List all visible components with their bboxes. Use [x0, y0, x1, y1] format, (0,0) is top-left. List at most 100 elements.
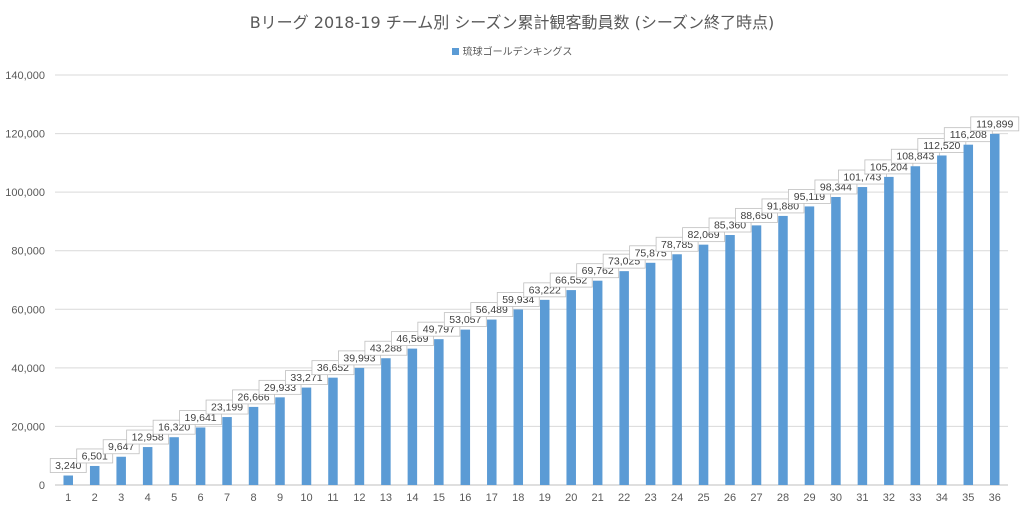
bar [89, 465, 100, 485]
y-tick-label: 100,000 [5, 187, 45, 199]
data-label: 33,271 [290, 372, 322, 384]
bar [963, 144, 974, 485]
bar [407, 348, 418, 485]
y-tick-label: 140,000 [5, 70, 45, 82]
bar [434, 339, 444, 485]
bar [248, 406, 259, 485]
legend: 琉球ゴールデンキングス [0, 43, 1024, 58]
x-tick-label: 10 [300, 492, 312, 504]
bar [619, 271, 629, 485]
bar [672, 254, 682, 485]
data-label: 108,843 [896, 151, 934, 163]
bar [222, 417, 232, 485]
y-tick-label: 120,000 [5, 129, 45, 141]
y-tick-label: 20,000 [11, 421, 45, 433]
bar [275, 397, 285, 485]
x-tick-label: 19 [539, 492, 551, 504]
data-label: 19,641 [185, 412, 217, 424]
chart-title: Bリーグ 2018-19 チーム別 シーズン累計観客動員数 (シーズン終了時点) [249, 13, 775, 32]
data-label: 101,743 [843, 172, 881, 184]
bar [301, 387, 312, 485]
y-tick-label: 0 [39, 480, 45, 492]
bar [937, 155, 947, 485]
x-tick-label: 14 [406, 492, 418, 504]
x-tick-label: 5 [171, 492, 177, 504]
x-tick-label: 26 [724, 492, 736, 504]
bar [831, 196, 841, 486]
bar [460, 329, 471, 485]
x-tick-label: 21 [592, 492, 604, 504]
data-label: 112,520 [923, 140, 960, 152]
y-tick-label: 40,000 [11, 363, 45, 375]
x-tick-label: 36 [989, 492, 1001, 504]
bar [513, 309, 524, 485]
bar [539, 299, 550, 485]
x-tick-label: 17 [486, 492, 498, 504]
x-tick-label: 23 [645, 492, 657, 504]
data-label: 23,199 [211, 402, 243, 414]
bar [857, 187, 868, 485]
x-tick-label: 15 [433, 492, 445, 504]
x-tick-label: 9 [277, 492, 283, 504]
bar [566, 290, 576, 485]
x-tick-label: 3 [118, 492, 124, 504]
bar [725, 235, 735, 485]
data-label: 53,057 [449, 314, 481, 326]
bar [778, 215, 788, 485]
bar [884, 176, 894, 485]
x-tick-label: 8 [250, 492, 256, 504]
bar [487, 319, 497, 485]
x-tick-label: 13 [380, 492, 392, 504]
x-tick-label: 16 [459, 492, 471, 504]
x-tick-label: 6 [198, 492, 204, 504]
bar [328, 377, 338, 485]
x-tick-label: 25 [697, 492, 709, 504]
data-label: 116,208 [950, 129, 987, 141]
data-label: 105,204 [870, 161, 908, 173]
bar [592, 280, 603, 485]
y-tick-label: 60,000 [11, 304, 45, 316]
x-tick-label: 28 [777, 492, 789, 504]
data-label-box [970, 116, 1020, 132]
bar [63, 475, 73, 485]
x-tick-label: 31 [856, 492, 868, 504]
x-tick-label: 33 [909, 492, 921, 504]
x-tick-label: 20 [565, 492, 577, 504]
bar [116, 456, 126, 485]
x-tick-label: 35 [962, 492, 974, 504]
x-tick-label: 34 [936, 492, 948, 504]
x-tick-label: 27 [750, 492, 762, 504]
bar [169, 437, 179, 485]
x-tick-label: 32 [883, 492, 895, 504]
x-tick-label: 2 [92, 492, 98, 504]
bar [990, 133, 1000, 485]
x-tick-label: 18 [512, 492, 524, 504]
legend-label: 琉球ゴールデンキングス [462, 47, 573, 58]
x-tick-label: 4 [145, 492, 151, 504]
data-label: 119,899 [976, 118, 1013, 130]
bar [142, 447, 153, 485]
data-label: 56,489 [476, 304, 508, 316]
bar [381, 358, 391, 485]
x-tick-label: 7 [224, 492, 230, 504]
data-label: 3,240 [55, 460, 81, 472]
legend-swatch [451, 48, 459, 55]
data-label: 6,501 [82, 450, 108, 462]
bar [910, 166, 921, 486]
x-tick-label: 30 [830, 492, 842, 504]
bar [751, 225, 762, 485]
x-tick-label: 11 [327, 492, 338, 504]
bar [698, 244, 709, 485]
bar [645, 262, 656, 485]
bar [804, 206, 815, 486]
bar [354, 367, 365, 485]
bar [195, 427, 206, 485]
x-tick-label: 29 [803, 492, 815, 504]
y-tick-label: 80,000 [11, 246, 45, 258]
x-tick-label: 12 [353, 492, 365, 504]
x-tick-label: 1 [65, 492, 71, 504]
data-label: 98,344 [820, 181, 852, 193]
x-tick-label: 24 [671, 492, 683, 504]
